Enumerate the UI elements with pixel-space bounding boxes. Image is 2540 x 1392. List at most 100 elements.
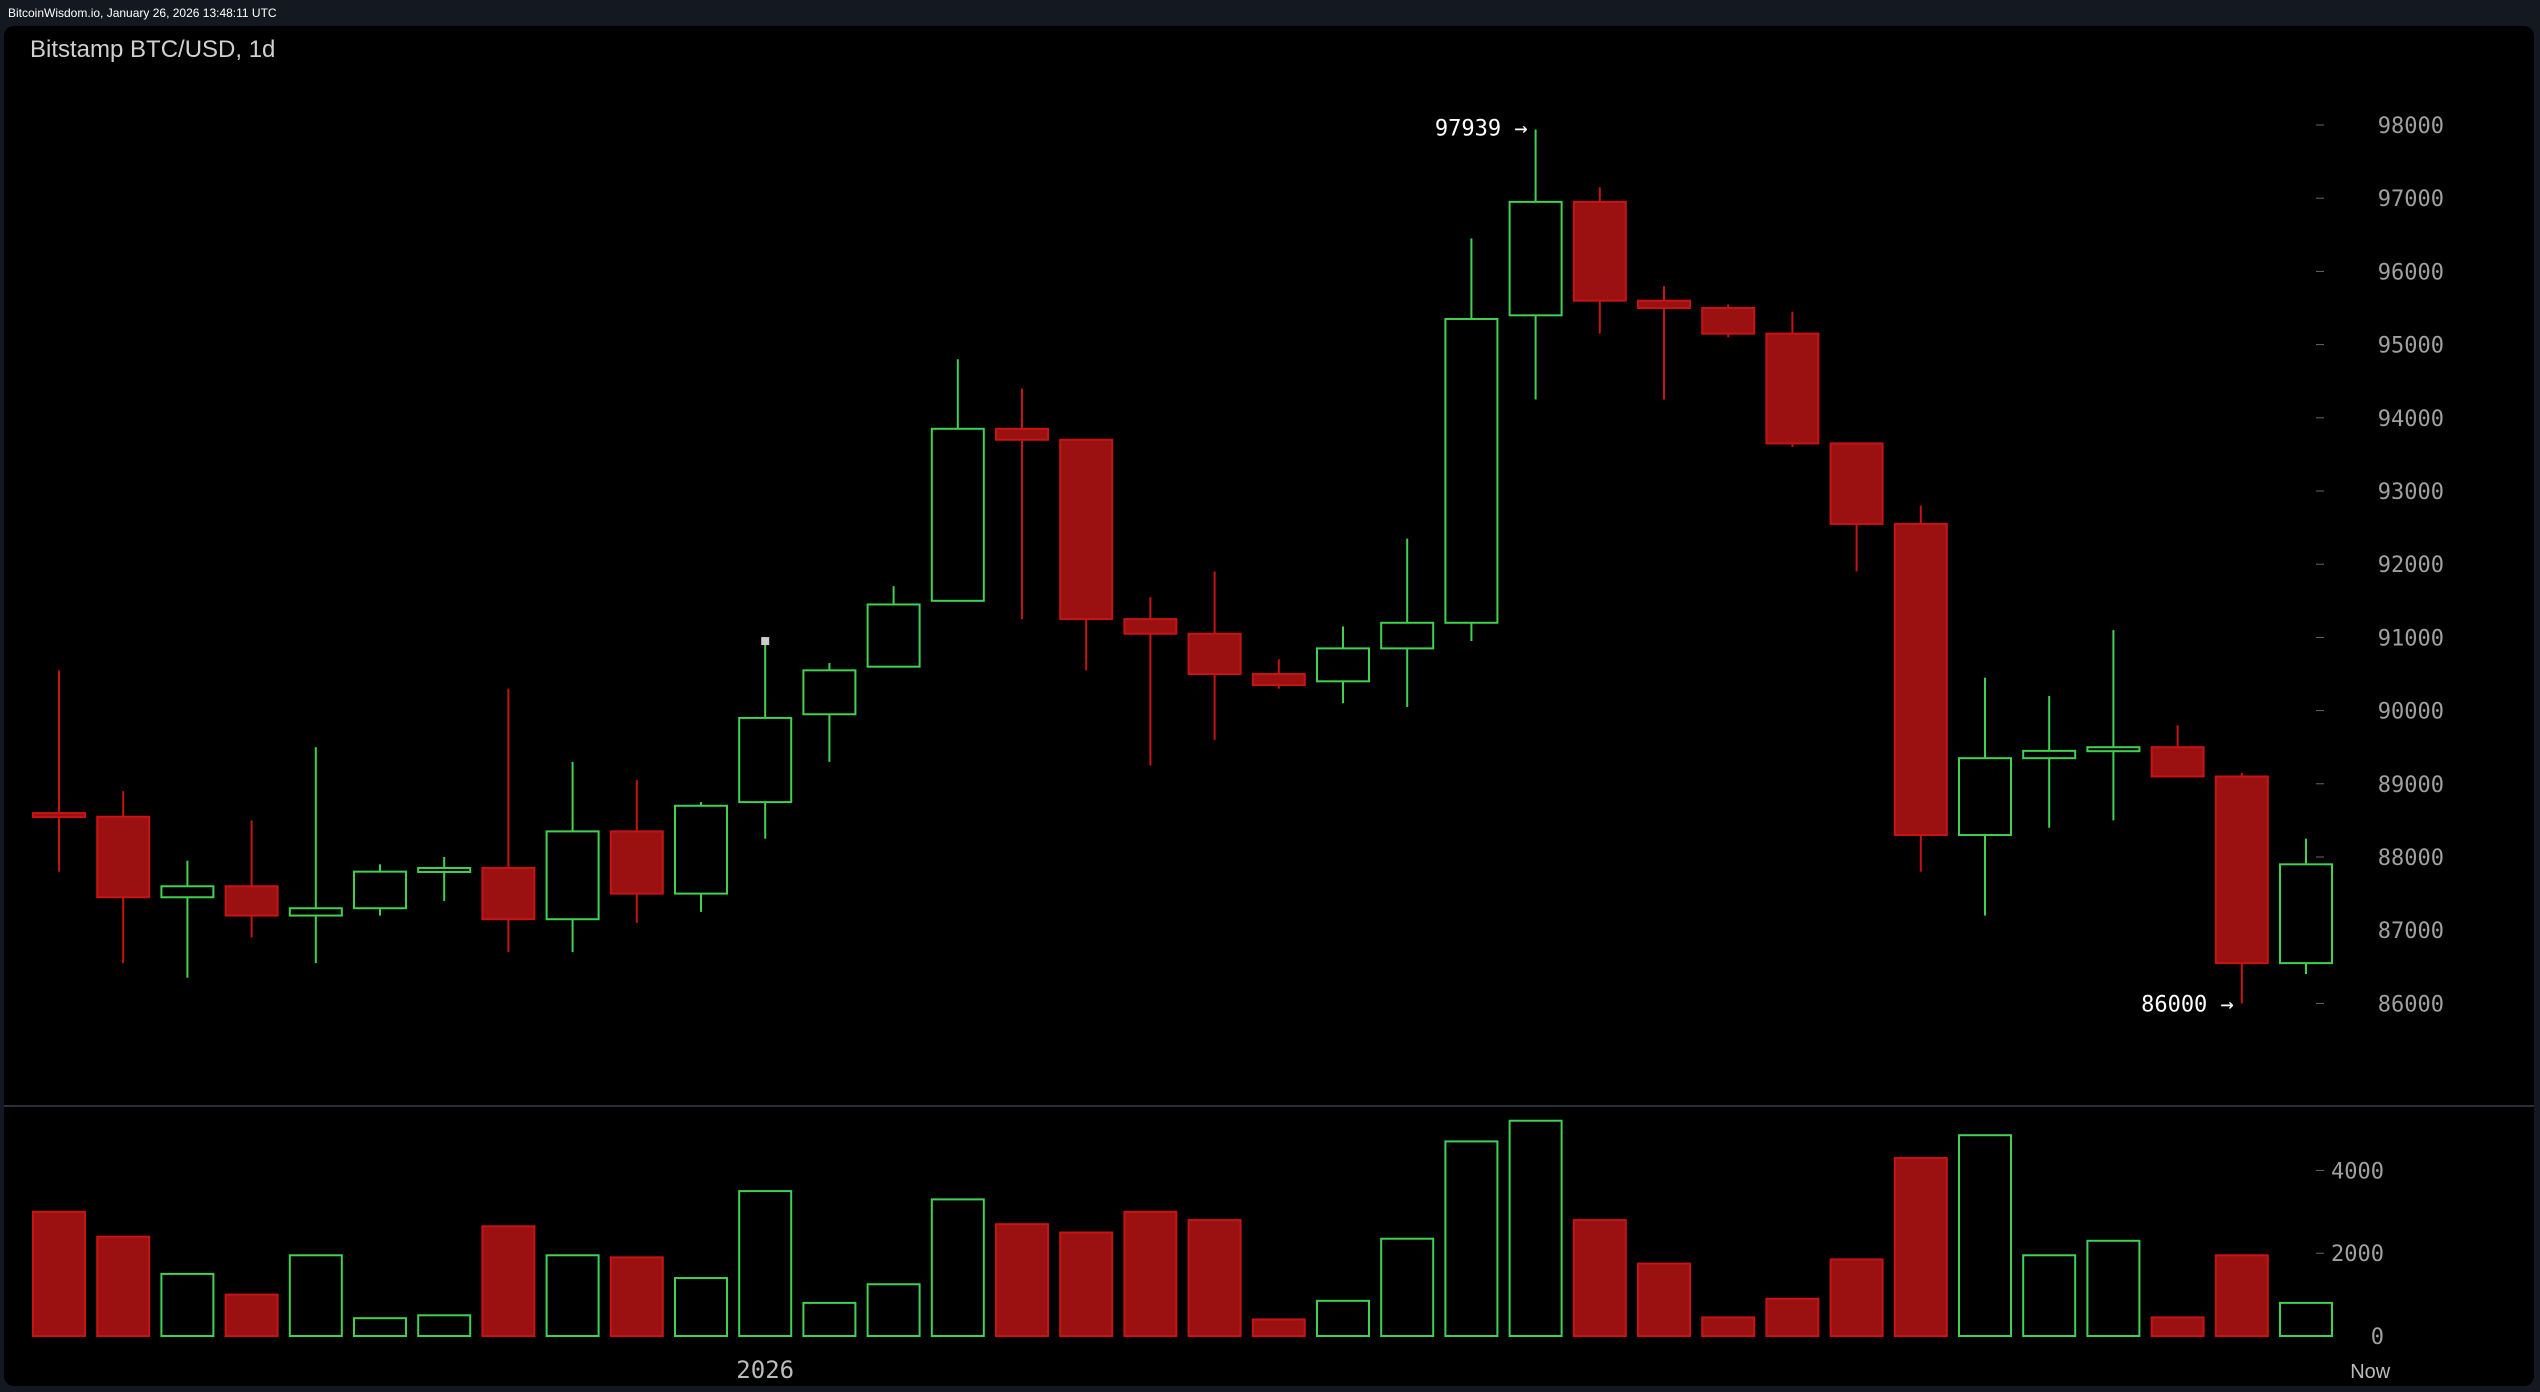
volume-bar bbox=[802, 1301, 857, 1338]
candle-body bbox=[1444, 317, 1499, 624]
candle-body bbox=[2150, 746, 2205, 778]
volume-bar bbox=[674, 1277, 728, 1338]
volume-bar bbox=[1316, 1299, 1370, 1338]
candle-body bbox=[1765, 332, 1820, 445]
candle bbox=[353, 864, 407, 916]
chart-title: Bitstamp BTC/USD, 1d bbox=[30, 36, 276, 63]
top-caption-bar: BitcoinWisdom.io, January 26, 2026 13:48… bbox=[0, 0, 2540, 26]
candle-body bbox=[1958, 757, 2012, 837]
candle bbox=[2279, 838, 2333, 975]
candle bbox=[1316, 626, 1370, 704]
candle-body bbox=[353, 870, 407, 910]
volume-bar bbox=[32, 1210, 86, 1338]
price-tick-label: 88000 bbox=[2378, 846, 2444, 871]
volume-tick-label: 4000 bbox=[2331, 1159, 2384, 1184]
source-caption: BitcoinWisdom.io, January 26, 2026 13:48… bbox=[8, 6, 277, 20]
candle-body bbox=[2279, 863, 2333, 965]
candle bbox=[417, 857, 472, 901]
volume-bar bbox=[1380, 1237, 1435, 1337]
candle bbox=[674, 802, 728, 912]
now-label: Now bbox=[2350, 1361, 2391, 1383]
candle-body bbox=[2022, 749, 2077, 760]
candle bbox=[481, 688, 536, 953]
volume-bar bbox=[417, 1314, 472, 1338]
candle bbox=[1765, 311, 1820, 448]
candle bbox=[802, 663, 857, 762]
candle-body bbox=[1893, 522, 1948, 837]
candle bbox=[995, 388, 1049, 620]
candle-body bbox=[481, 866, 536, 921]
candlestick-chart: 86000 87000 88000 89000 90000 91000 92000 93000… bbox=[4, 114, 2534, 1384]
candle bbox=[1380, 538, 1435, 707]
volume-bar bbox=[1059, 1231, 1114, 1337]
candle bbox=[96, 791, 151, 964]
volume-bar bbox=[2150, 1316, 2205, 1337]
high-price-annotation: 97939 → bbox=[1435, 116, 1528, 141]
candle bbox=[32, 670, 86, 872]
price-tick-label: 90000 bbox=[2378, 700, 2444, 725]
candle bbox=[1187, 571, 1242, 740]
volume-bars bbox=[32, 1119, 2333, 1338]
volume-tick-label: 0 bbox=[2371, 1325, 2384, 1350]
candle-body bbox=[738, 716, 793, 804]
chart-panel: Bitstamp BTC/USD, 1d 86000 87000 88000 8900… bbox=[4, 26, 2534, 1386]
candle-body bbox=[2086, 746, 2141, 753]
candle bbox=[866, 586, 921, 668]
volume-bar bbox=[2086, 1239, 2141, 1338]
candle-body bbox=[224, 885, 279, 917]
price-tick-label: 95000 bbox=[2378, 334, 2444, 359]
candle-body bbox=[1572, 200, 1627, 302]
candle bbox=[2214, 772, 2269, 1004]
candle bbox=[2022, 695, 2077, 828]
candle-body bbox=[1251, 673, 1306, 686]
candle-body bbox=[1380, 621, 1435, 650]
volume-bar bbox=[2214, 1254, 2269, 1338]
candle bbox=[1829, 442, 1884, 572]
candle bbox=[1508, 129, 1563, 400]
candle-body bbox=[160, 885, 215, 899]
volume-bar bbox=[1572, 1219, 1627, 1337]
candle-body bbox=[1316, 647, 1370, 683]
candle bbox=[2150, 725, 2205, 778]
candle-body bbox=[32, 812, 86, 819]
price-tick-label: 87000 bbox=[2378, 919, 2444, 944]
candle-body bbox=[96, 815, 151, 899]
volume-bar bbox=[1123, 1210, 1178, 1338]
candle-body bbox=[930, 427, 985, 602]
candle-body bbox=[1187, 632, 1242, 675]
volume-bar bbox=[866, 1283, 921, 1337]
candle bbox=[288, 747, 343, 964]
volume-bar bbox=[224, 1293, 279, 1337]
price-tick-label: 94000 bbox=[2378, 407, 2444, 432]
price-tick-label: 97000 bbox=[2378, 187, 2444, 212]
candle-body bbox=[2214, 775, 2269, 965]
candle-body bbox=[1508, 200, 1563, 317]
volume-bar bbox=[995, 1223, 1049, 1337]
candle bbox=[1893, 505, 1948, 872]
volume-bar bbox=[1251, 1318, 1306, 1337]
price-tick-label: 91000 bbox=[2378, 626, 2444, 651]
candle bbox=[1572, 187, 1627, 334]
volume-bar bbox=[96, 1235, 151, 1338]
time-axis: 2026 Now bbox=[736, 1356, 2390, 1384]
candle-body bbox=[1637, 299, 1691, 309]
price-tick-label: 92000 bbox=[2378, 553, 2444, 578]
candle-body bbox=[802, 669, 857, 716]
volume-bar bbox=[545, 1254, 600, 1338]
volume-bar bbox=[288, 1254, 343, 1338]
volume-bar bbox=[1765, 1297, 1820, 1337]
candle bbox=[1444, 238, 1499, 642]
volume-bar bbox=[1829, 1258, 1884, 1338]
candle bbox=[1701, 304, 1756, 338]
price-axis: 86000 87000 88000 89000 90000 91000 92000 93000… bbox=[2316, 114, 2444, 1017]
candle bbox=[545, 761, 600, 953]
candle-body bbox=[1123, 618, 1178, 635]
candle bbox=[1637, 286, 1691, 400]
price-annotations: 97939 → 86000 → bbox=[1435, 116, 2234, 1017]
volume-bar bbox=[1893, 1156, 1948, 1337]
high-marker bbox=[761, 637, 770, 646]
price-tick-label: 89000 bbox=[2378, 773, 2444, 798]
price-tick-label: 93000 bbox=[2378, 480, 2444, 505]
volume-bar bbox=[1444, 1140, 1499, 1338]
candle-body bbox=[609, 830, 664, 895]
